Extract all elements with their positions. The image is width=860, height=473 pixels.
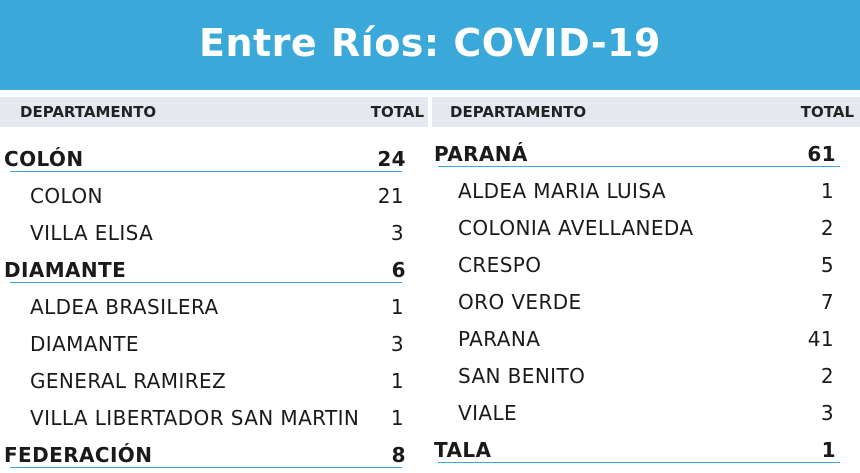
- department-row: DIAMANTE 6: [0, 251, 412, 288]
- page-title: Entre Ríos: COVID-19: [199, 21, 661, 65]
- locality-row: SAN BENITO 2: [430, 357, 844, 394]
- locality-total: 5: [820, 252, 834, 277]
- locality-row: VIALE 3: [430, 394, 844, 431]
- locality-row: VILLA LIBERTADOR SAN MARTIN 1: [0, 399, 412, 436]
- locality-name: DIAMANTE: [30, 331, 139, 356]
- department-row: COLÓN 24: [0, 140, 412, 177]
- locality-row: COLONIA AVELLANEDA 2: [430, 209, 844, 246]
- locality-total: 1: [390, 294, 404, 319]
- locality-name: ORO VERDE: [458, 289, 582, 314]
- column-header-left: DEPARTAMENTO TOTAL: [0, 97, 428, 127]
- department-total: 24: [377, 146, 406, 171]
- locality-name: CRESPO: [458, 252, 542, 277]
- locality-total: 7: [820, 289, 834, 314]
- department-name: COLÓN: [4, 146, 84, 171]
- locality-row: DIAMANTE 3: [0, 325, 412, 362]
- department-total: 6: [391, 257, 406, 282]
- locality-name: SAN BENITO: [458, 363, 586, 388]
- department-name: TALA: [434, 437, 492, 462]
- locality-total: 41: [807, 326, 834, 351]
- department-name: PARANÁ: [434, 141, 528, 166]
- locality-row: CRESPO 5: [430, 246, 844, 283]
- locality-row: VILLA ELISA 3: [0, 214, 412, 251]
- title-banner: Entre Ríos: COVID-19: [0, 0, 860, 90]
- locality-name: COLONIA AVELLANEDA: [458, 215, 694, 240]
- locality-total: 1: [820, 178, 834, 203]
- right-table: PARANÁ 61 ALDEA MARIA LUISA 1 COLONIA AVEL…: [430, 135, 844, 468]
- locality-name: VILLA ELISA: [30, 220, 154, 245]
- locality-row: ALDEA BRASILERA 1: [0, 288, 412, 325]
- locality-total: 21: [377, 183, 404, 208]
- department-name: FEDERACIÓN: [4, 442, 153, 467]
- department-name: DIAMANTE: [4, 257, 127, 282]
- locality-name: VIALE: [458, 400, 518, 425]
- left-table: COLÓN 24 COLON 21 VILLA ELISA 3 DIAMANTE 6 A…: [0, 140, 412, 473]
- locality-name: PARANA: [458, 326, 541, 351]
- column-header-departamento: DEPARTAMENTO: [20, 103, 157, 121]
- department-row: FEDERACIÓN 8: [0, 436, 412, 473]
- department-row: PARANÁ 61: [430, 135, 844, 172]
- locality-name: COLON: [30, 183, 103, 208]
- locality-total: 3: [390, 331, 404, 356]
- locality-name: GENERAL RAMIREZ: [30, 368, 227, 393]
- locality-row: PARANA 41: [430, 320, 844, 357]
- column-header-right: DEPARTAMENTO TOTAL: [432, 97, 860, 127]
- locality-name: ALDEA MARIA LUISA: [458, 178, 666, 203]
- locality-row: GENERAL RAMIREZ 1: [0, 362, 412, 399]
- department-total: 1: [821, 437, 836, 462]
- locality-total: 2: [820, 363, 834, 388]
- locality-total: 3: [820, 400, 834, 425]
- locality-row: ALDEA MARIA LUISA 1: [430, 172, 844, 209]
- department-total: 8: [391, 442, 406, 467]
- locality-row: ORO VERDE 7: [430, 283, 844, 320]
- locality-total: 2: [820, 215, 834, 240]
- department-total: 61: [807, 141, 836, 166]
- locality-total: 1: [390, 368, 404, 393]
- column-header-total: TOTAL: [800, 103, 854, 121]
- locality-total: 3: [390, 220, 404, 245]
- column-header-total: TOTAL: [370, 103, 424, 121]
- department-row: TALA 1: [430, 431, 844, 468]
- locality-row: COLON 21: [0, 177, 412, 214]
- locality-name: VILLA LIBERTADOR SAN MARTIN: [30, 405, 360, 430]
- column-header-departamento: DEPARTAMENTO: [450, 103, 587, 121]
- locality-total: 1: [390, 405, 404, 430]
- locality-name: ALDEA BRASILERA: [30, 294, 219, 319]
